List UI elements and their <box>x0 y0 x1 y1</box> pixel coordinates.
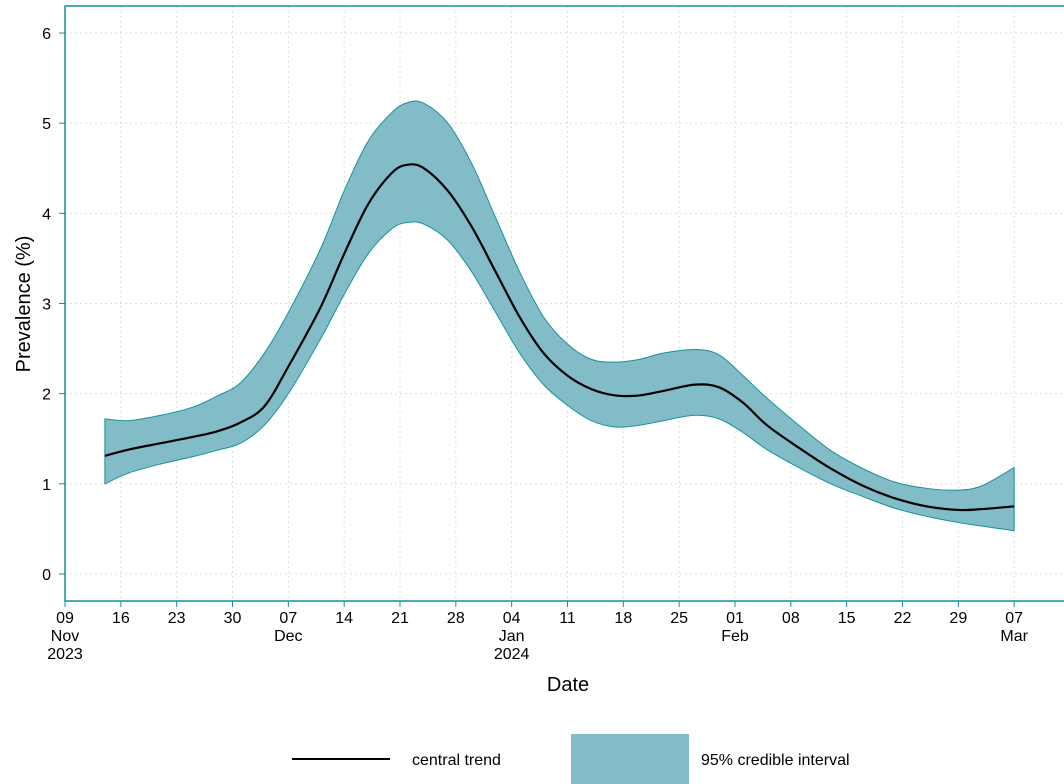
x-axis-title: Date <box>547 674 589 696</box>
x-tick-label: 07 <box>1005 610 1023 627</box>
x-tick-label: 15 <box>838 610 856 627</box>
x-tick-label: 22 <box>894 610 912 627</box>
x-tick-label: 01 <box>726 610 744 627</box>
y-tick-label: 2 <box>42 387 51 404</box>
x-tick-label: 2023 <box>47 646 83 663</box>
x-tick-label: 08 <box>782 610 800 627</box>
y-tick-label: 6 <box>42 26 51 43</box>
y-tick-label: 0 <box>42 567 51 584</box>
x-tick-label: Feb <box>721 628 749 645</box>
x-tick-label: 09 <box>56 610 74 627</box>
x-tick-label: 2024 <box>494 646 530 663</box>
x-tick-label: 14 <box>335 610 353 627</box>
legend: central trend 95% credible interval <box>292 734 850 784</box>
x-tick-label: Mar <box>1000 628 1028 645</box>
credible-interval-layer <box>104 100 1015 532</box>
x-tick-label: 25 <box>670 610 688 627</box>
x-tick-label: 23 <box>168 610 186 627</box>
x-tick-label: 18 <box>614 610 632 627</box>
central-trend-layer <box>104 163 1015 512</box>
legend-label-central-trend: central trend <box>412 752 501 769</box>
x-tick-label: 21 <box>391 610 409 627</box>
x-tick-label: 04 <box>503 610 521 627</box>
central-trend-line <box>104 163 1015 512</box>
x-tick-label: 11 <box>559 610 576 627</box>
x-tick-label: 29 <box>949 610 967 627</box>
y-tick-label: 3 <box>42 297 51 314</box>
y-tick-label: 1 <box>42 477 51 494</box>
x-tick-label: 07 <box>279 610 297 627</box>
credible-interval-band <box>104 100 1015 532</box>
x-tick-label: 30 <box>224 610 242 627</box>
x-tick-label: Nov <box>51 628 79 645</box>
legend-label-credible-interval: 95% credible interval <box>701 752 850 769</box>
y-axis-ticks: 0 1 2 3 4 5 6 <box>42 26 65 584</box>
x-tick-label: 16 <box>112 610 130 627</box>
legend-patch-swatch <box>571 734 689 784</box>
x-tick-label: Jan <box>499 628 525 645</box>
x-tick-label: Dec <box>274 628 302 645</box>
x-tick-label: 28 <box>447 610 465 627</box>
y-tick-label: 5 <box>42 116 51 133</box>
y-tick-label: 4 <box>42 206 51 223</box>
y-axis-title: Prevalence (%) <box>13 236 35 373</box>
